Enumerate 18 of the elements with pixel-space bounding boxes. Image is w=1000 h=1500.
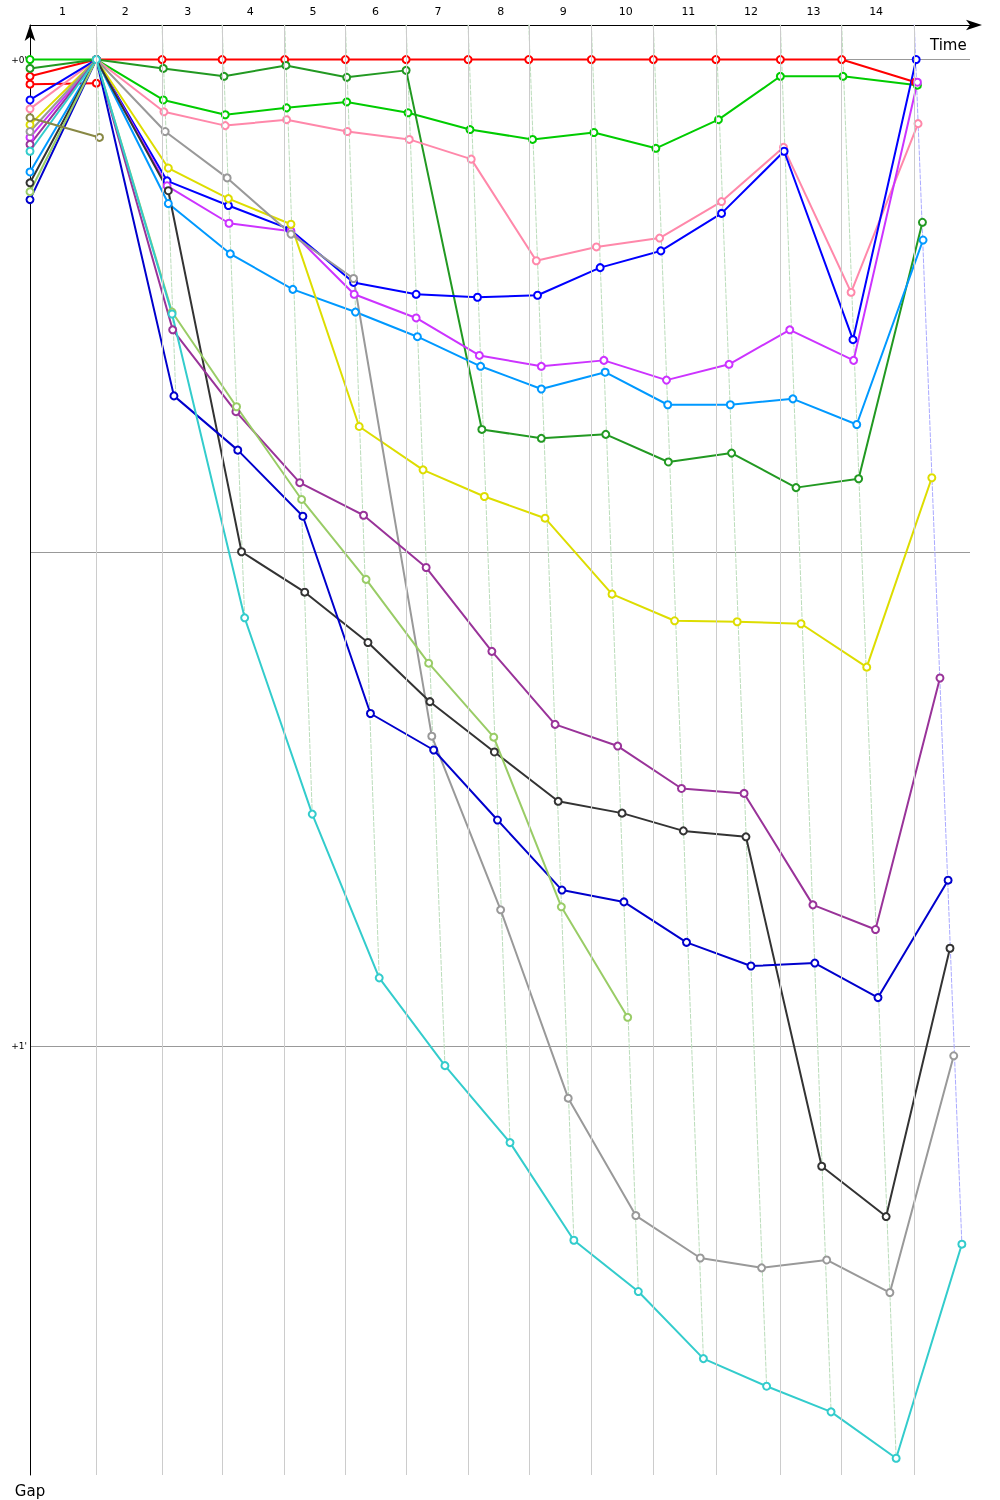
x-tick-label: 6 [371, 5, 379, 18]
x-tick-label: 3 [184, 5, 192, 18]
x-axis-title: Time [929, 35, 967, 54]
x-tick-label: 1 [59, 5, 67, 18]
x-tick-label: 9 [559, 5, 567, 18]
y-axis-title: Gap [14, 1481, 46, 1500]
x-tick-label: 8 [497, 5, 505, 18]
x-tick-label: 2 [121, 5, 129, 18]
x-tick-label: 13 [806, 5, 821, 18]
y-tick-label: +1' [11, 1040, 27, 1051]
x-tick-label: 5 [309, 5, 317, 18]
x-tick-label: 12 [743, 5, 758, 18]
y-tick-label: +0' [11, 54, 27, 65]
x-tick-label: 4 [246, 5, 254, 18]
x-tick-label: 10 [618, 5, 633, 18]
x-tick-label: 11 [681, 5, 696, 18]
x-tick-label: 14 [869, 5, 884, 18]
x-tick-label: 7 [434, 5, 442, 18]
